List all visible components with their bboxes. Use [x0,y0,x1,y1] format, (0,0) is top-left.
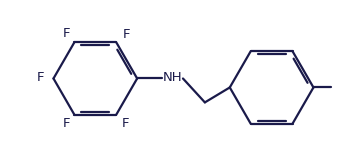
Text: NH: NH [162,71,182,85]
Text: F: F [63,27,70,40]
Text: F: F [122,28,130,41]
Text: F: F [37,71,44,84]
Text: F: F [63,117,70,130]
Text: F: F [121,117,129,130]
